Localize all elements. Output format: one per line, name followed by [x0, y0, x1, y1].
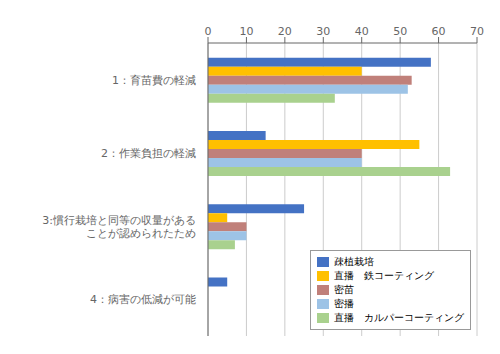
svg-text:1：育苗費の軽減: 1：育苗費の軽減	[112, 74, 196, 87]
html-text:疎植栽培: 疎植栽培	[334, 256, 374, 267]
svg-text:3:慣行栽培と同等の収量があることが認められたため: 3:慣行栽培と同等の収量があることが認められたため	[42, 214, 196, 240]
svg-text:20: 20	[278, 25, 292, 38]
html-text:直播 鉄コーティング: 直播 鉄コーティング	[334, 270, 434, 281]
svg-text:60: 60	[432, 25, 446, 38]
svg-text:10: 10	[239, 25, 253, 38]
html-text:直播 カルパーコーティング: 直播 カルパーコーティング	[334, 312, 464, 323]
svg-text:30: 30	[316, 25, 330, 38]
svg-text:50: 50	[393, 25, 407, 38]
svg-text:0: 0	[205, 25, 212, 38]
svg-text:40: 40	[355, 25, 369, 38]
svg-text:70: 70	[470, 25, 484, 38]
svg-text:4：病害の低減が可能: 4：病害の低減が可能	[90, 293, 196, 306]
svg-text:2：作業負担の軽減: 2：作業負担の軽減	[101, 147, 196, 160]
html-text:密苗: 密苗	[334, 284, 354, 295]
html-text:密播: 密播	[334, 298, 354, 309]
